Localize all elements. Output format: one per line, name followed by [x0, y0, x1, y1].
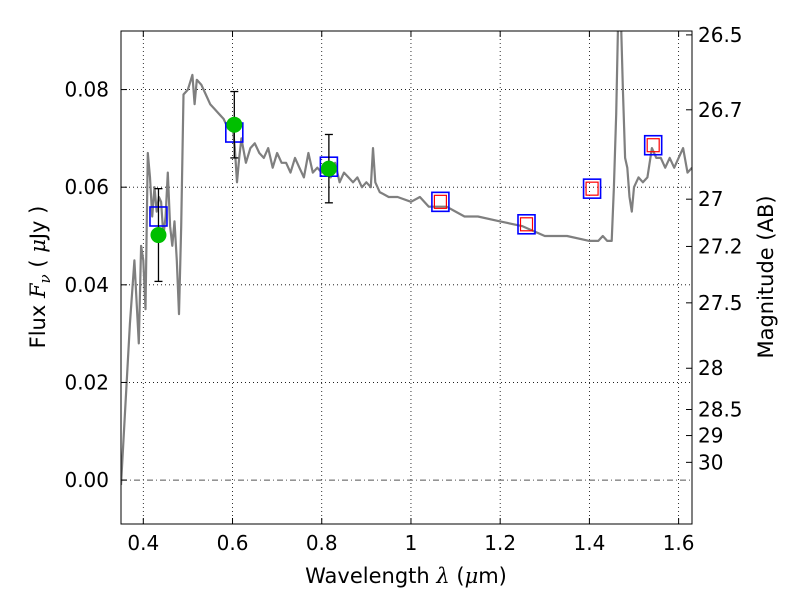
y2-tick-label: 27.5: [698, 291, 743, 315]
y2-tick-label: 28: [698, 356, 723, 380]
model-box-marker: [643, 134, 663, 156]
y2-tick-label: 27: [698, 187, 723, 211]
grid-lines: [121, 31, 692, 524]
model-box-inner-marker: [519, 217, 534, 232]
x-tick-label: 0.6: [217, 531, 249, 555]
model-box-marker: [517, 213, 536, 235]
x-tick-label: 1.6: [663, 531, 695, 555]
y-axis-label: Flux Fν ( μJy ): [26, 206, 54, 349]
x-tick-label: 1.2: [484, 531, 516, 555]
model-box-marker: [431, 191, 450, 213]
spectrum-layer: [121, 31, 692, 486]
x-axis-label: Wavelength λ (μm): [305, 564, 507, 588]
right-axis-label: Magnitude (AB): [754, 195, 778, 358]
model-box-inner-marker: [646, 138, 660, 153]
y2-tick-label: 27.2: [698, 234, 743, 258]
y-tick-label: 0.04: [64, 273, 109, 297]
x-tick-label: 0.8: [306, 531, 338, 555]
model-box-marker: [582, 178, 602, 199]
y2-tick-label: 29: [698, 424, 723, 448]
spectrum-line: [121, 31, 692, 486]
observed-point: [226, 116, 243, 133]
x-tick-label: 0.4: [127, 531, 159, 555]
photometry-markers: [149, 90, 663, 283]
y2-tick-label: 26.7: [698, 98, 743, 122]
x-tick-label: 1: [405, 531, 418, 555]
y-tick-label: 0.02: [64, 370, 109, 394]
observed-point: [320, 160, 337, 177]
y-tick-label: 0.00: [64, 468, 109, 492]
y2-tick-label: 26.5: [698, 23, 743, 47]
model-box-inner-marker: [433, 194, 448, 209]
plot-frame: [120, 30, 693, 525]
model-box-inner-marker: [585, 181, 599, 196]
axis-ticks: 0.4 0.6 0.8 1 1.2 1.4 1.6 0.00 0.02 0.04 0.06 0.08 2…: [64, 23, 742, 555]
y2-tick-label: 30: [698, 450, 723, 474]
y-tick-label: 0.06: [64, 175, 109, 199]
y-tick-label: 0.08: [64, 78, 109, 102]
x-tick-label: 1.4: [573, 531, 605, 555]
y2-tick-label: 28.5: [698, 398, 743, 422]
observed-point: [150, 227, 167, 244]
